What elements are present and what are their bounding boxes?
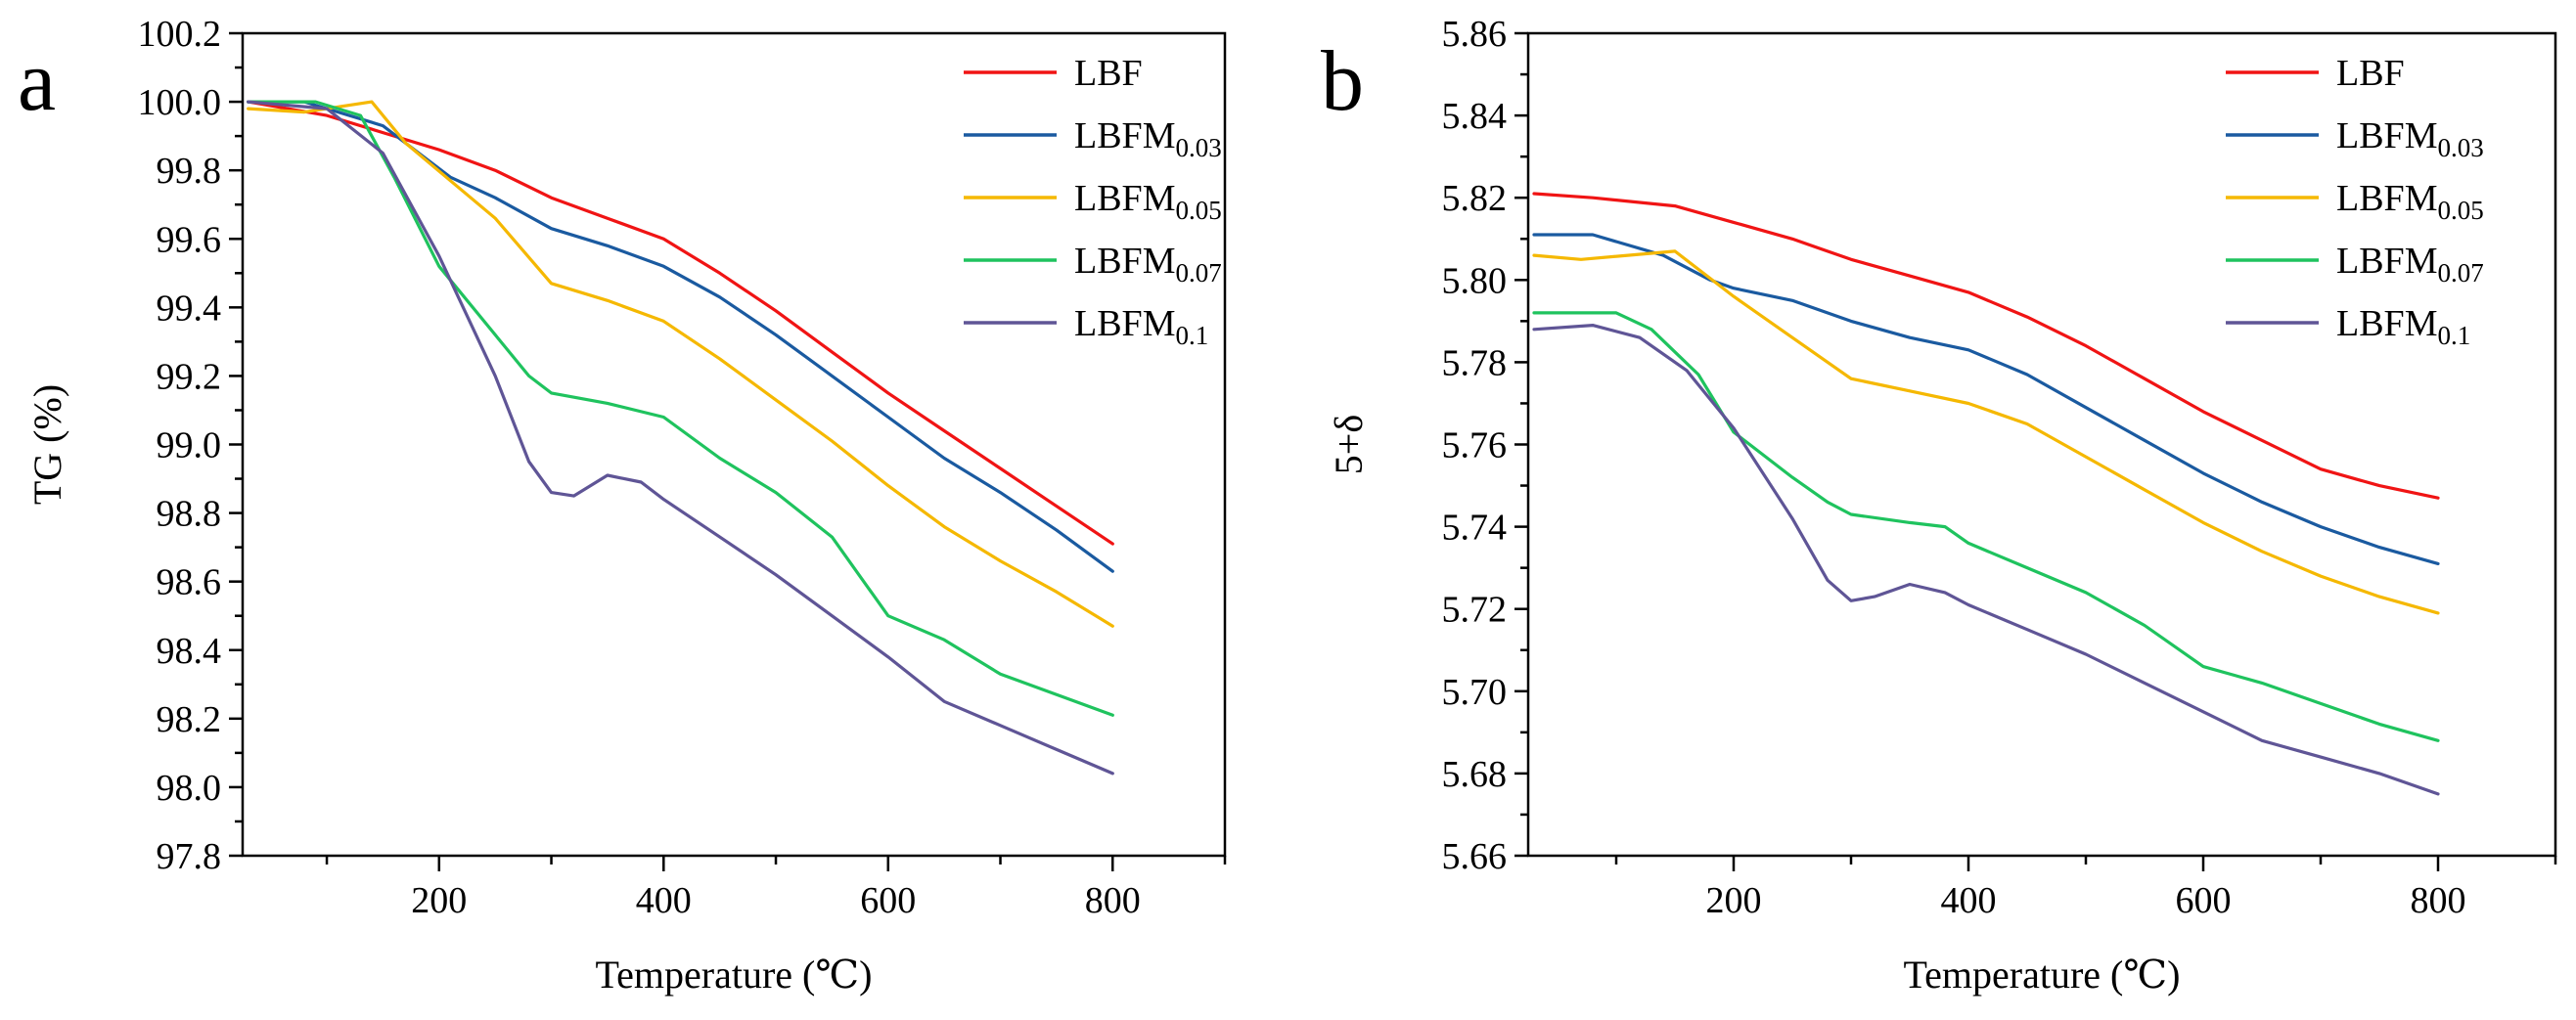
series-line-LBF [1532,192,2440,500]
legend-entry: LBF [2336,53,2405,94]
legend-entry: LBFM0.1 [2336,303,2470,350]
legend-base: LBFM [1074,178,1175,219]
legend-base: LBFM [1074,115,1175,156]
legend-base: LBF [2336,53,2405,94]
series-group [247,100,1114,776]
legend-entry: LBFM0.07 [2336,241,2484,288]
plot-frame [1526,31,2557,858]
x-tick-label: 600 [860,880,916,921]
legend-base: LBFM [2336,178,2437,219]
y-tick-label: 5.66 [1442,836,1508,877]
panel-letter: a [18,34,56,129]
legend-entry: LBFM0.05 [1074,178,1222,225]
legend-subscript: 0.05 [2437,196,2483,225]
y-tick-label: 5.80 [1442,260,1508,301]
legend-base: LBF [1074,53,1143,94]
y-tick-label: 5.68 [1442,754,1508,795]
panel-letter: b [1321,34,1364,129]
legend-subscript: 0.05 [1175,196,1221,225]
x-tick-label: 400 [1941,880,1997,921]
x-tick-label: 800 [2411,880,2466,921]
y-tick-label: 98.0 [157,768,222,809]
legend-base: LBFM [2336,241,2437,282]
y-tick-label: 99.8 [157,151,222,192]
x-tick-label: 800 [1085,880,1141,921]
x-axis-label: Temperature (℃) [1904,953,2181,997]
legend-subscript: 0.03 [2437,133,2483,162]
y-tick-label: 97.8 [157,836,222,877]
y-tick-label: 99.2 [157,356,222,397]
legend-subscript: 0.1 [1175,321,1208,350]
legend-entry: LBFM0.1 [1074,303,1208,350]
legend-base: LBFM [2336,115,2437,156]
series-line-LBFM0.1 [1532,324,2440,796]
legend-base: LBFM [2336,303,2437,344]
y-tick-label: 100.0 [138,82,222,123]
series-line-LBFM0.03 [247,100,1114,573]
panel-a: a 200 400 600 800 97.8 98.0 98.2 98.4 98.6 98.8 99.… [18,14,1227,997]
y-axis-label: TG (%) [25,384,69,505]
x-axis-label: Temperature (℃) [596,953,873,997]
series-group [1532,192,2440,796]
series-line-LBFM0.05 [1532,249,2440,615]
series-line-LBFM0.03 [1532,233,2440,565]
y-tick-label: 5.74 [1442,508,1508,549]
y-tick-label: 5.70 [1442,672,1508,713]
y-tick-label: 5.78 [1442,342,1508,383]
x-tick-label: 200 [411,880,467,921]
y-tick-label: 5.84 [1442,96,1508,137]
series-line-LBFM0.07 [247,100,1114,717]
legend-entry: LBFM0.03 [1074,115,1222,162]
x-tick-label: 600 [2176,880,2232,921]
series-line-LBFM0.1 [247,100,1114,776]
x-tick-label: 200 [1706,880,1762,921]
series-line-LBFM0.05 [247,100,1114,628]
y-tick-label: 5.72 [1442,590,1508,631]
legend-entry: LBFM0.03 [2336,115,2484,162]
legend-subscript: 0.1 [2437,321,2470,350]
y-tick-label: 98.2 [157,699,222,740]
y-tick-label: 98.8 [157,494,222,535]
y-tick-label: 5.76 [1442,425,1508,466]
legend-entry: LBF [1074,53,1143,94]
plot-frame [241,31,1227,858]
y-tick-label: 99.4 [157,288,222,329]
y-tick-label: 98.6 [157,562,222,603]
y-tick-label: 100.2 [138,14,222,55]
legend-base: LBFM [1074,303,1175,344]
series-line-LBF [247,100,1114,546]
legend-base: LBFM [1074,241,1175,282]
x-tick-label: 400 [636,880,692,921]
panel-b: b 200 400 600 800 5.66 5.68 5.70 5.72 5.74 5.76 5.7… [1321,14,2557,997]
y-tick-label: 98.4 [157,631,222,672]
series-line-LBFM0.07 [1532,311,2440,742]
legend-entry: LBFM0.05 [2336,178,2484,225]
y-tick-label: 5.86 [1442,14,1508,55]
legend-entry: LBFM0.07 [1074,241,1222,288]
legend-subscript: 0.07 [1175,258,1221,288]
y-tick-label: 99.6 [157,219,222,260]
y-tick-label: 5.82 [1442,178,1508,219]
y-tick-label: 99.0 [157,425,222,466]
legend-subscript: 0.03 [1175,133,1221,162]
legend-subscript: 0.07 [2437,258,2483,288]
y-axis-label: 5+δ [1327,415,1371,474]
